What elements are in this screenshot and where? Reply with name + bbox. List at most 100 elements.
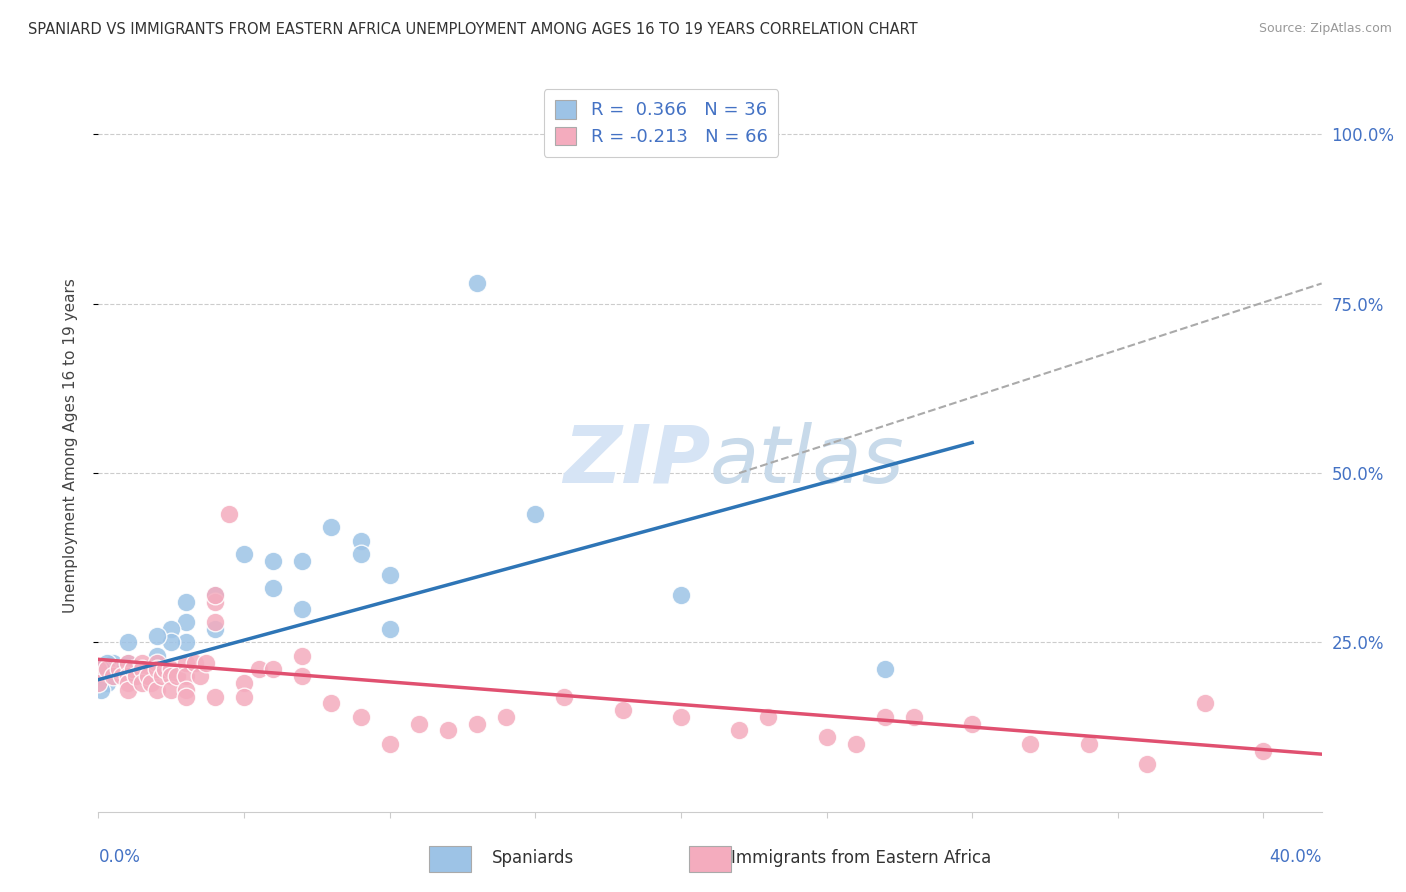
Point [174, 615, 197, 629]
Point [553, 690, 575, 704]
Point [160, 635, 183, 649]
Point [117, 656, 139, 670]
Point [291, 648, 314, 663]
Legend: R =  0.366   N = 36, R = -0.213   N = 66: R = 0.366 N = 36, R = -0.213 N = 66 [544, 89, 779, 157]
Point [1077, 737, 1099, 751]
Point [152, 669, 174, 683]
Point [247, 663, 270, 677]
Text: SPANIARD VS IMMIGRANTS FROM EASTERN AFRICA UNEMPLOYMENT AMONG AGES 16 TO 19 YEAR: SPANIARD VS IMMIGRANTS FROM EASTERN AFRI… [28, 22, 918, 37]
Point [174, 669, 197, 683]
Point [408, 716, 430, 731]
Point [233, 547, 256, 561]
Point [188, 669, 212, 683]
Point [960, 716, 983, 731]
Point [873, 710, 896, 724]
Point [174, 690, 197, 704]
Point [117, 669, 139, 683]
Point [669, 710, 692, 724]
Point [465, 716, 488, 731]
Point [1253, 744, 1275, 758]
Point [122, 663, 145, 677]
Text: Source: ZipAtlas.com: Source: ZipAtlas.com [1258, 22, 1392, 36]
Point [524, 507, 547, 521]
Point [131, 663, 153, 677]
Text: Immigrants from Eastern Africa: Immigrants from Eastern Africa [731, 849, 991, 867]
Point [204, 622, 226, 636]
Point [291, 601, 314, 615]
Point [145, 656, 167, 670]
Point [262, 581, 284, 595]
Point [1019, 737, 1042, 751]
Point [87, 676, 110, 690]
Point [145, 663, 167, 677]
Point [108, 663, 131, 677]
Text: 40.0%: 40.0% [1270, 848, 1322, 866]
Point [903, 710, 925, 724]
Point [117, 635, 139, 649]
Point [495, 710, 517, 724]
Point [111, 669, 134, 683]
Point [349, 547, 371, 561]
Point [669, 588, 692, 602]
Point [101, 669, 124, 683]
Point [349, 533, 371, 548]
Point [183, 656, 205, 670]
Point [87, 663, 110, 677]
Point [160, 669, 183, 683]
Point [699, 128, 721, 142]
Point [174, 656, 197, 670]
Point [117, 669, 139, 683]
Point [873, 663, 896, 677]
Point [378, 567, 401, 582]
Point [136, 669, 159, 683]
Point [93, 663, 115, 677]
Point [166, 669, 188, 683]
Point [145, 682, 167, 697]
Point [612, 703, 634, 717]
Point [174, 682, 197, 697]
Point [349, 710, 371, 724]
Point [90, 682, 112, 697]
Point [160, 622, 183, 636]
Point [378, 622, 401, 636]
Text: 0.0%: 0.0% [98, 848, 141, 866]
Text: atlas: atlas [710, 422, 905, 500]
Point [321, 697, 343, 711]
Point [155, 663, 177, 677]
Text: ZIP: ZIP [562, 422, 710, 500]
Point [204, 588, 226, 602]
Point [815, 730, 838, 744]
Point [174, 635, 197, 649]
Point [204, 588, 226, 602]
Text: Spaniards: Spaniards [492, 849, 574, 867]
Point [174, 595, 197, 609]
Point [262, 554, 284, 568]
Point [195, 656, 218, 670]
Point [437, 723, 460, 738]
Point [96, 676, 118, 690]
Point [87, 663, 110, 677]
Point [262, 663, 284, 677]
Point [845, 737, 868, 751]
Point [90, 663, 112, 677]
Point [145, 629, 167, 643]
Point [117, 656, 139, 670]
Point [131, 656, 153, 670]
Y-axis label: Unemployment Among Ages 16 to 19 years: Unemployment Among Ages 16 to 19 years [63, 278, 77, 614]
Point [291, 554, 314, 568]
Point [145, 648, 167, 663]
Point [96, 656, 118, 670]
Point [378, 737, 401, 751]
Point [131, 676, 153, 690]
Point [117, 676, 139, 690]
Point [756, 710, 779, 724]
Point [291, 669, 314, 683]
Point [1136, 757, 1159, 772]
Point [204, 690, 226, 704]
Point [117, 682, 139, 697]
Point [139, 676, 162, 690]
Point [728, 128, 751, 142]
Point [96, 663, 118, 677]
Point [204, 595, 226, 609]
Point [204, 615, 226, 629]
